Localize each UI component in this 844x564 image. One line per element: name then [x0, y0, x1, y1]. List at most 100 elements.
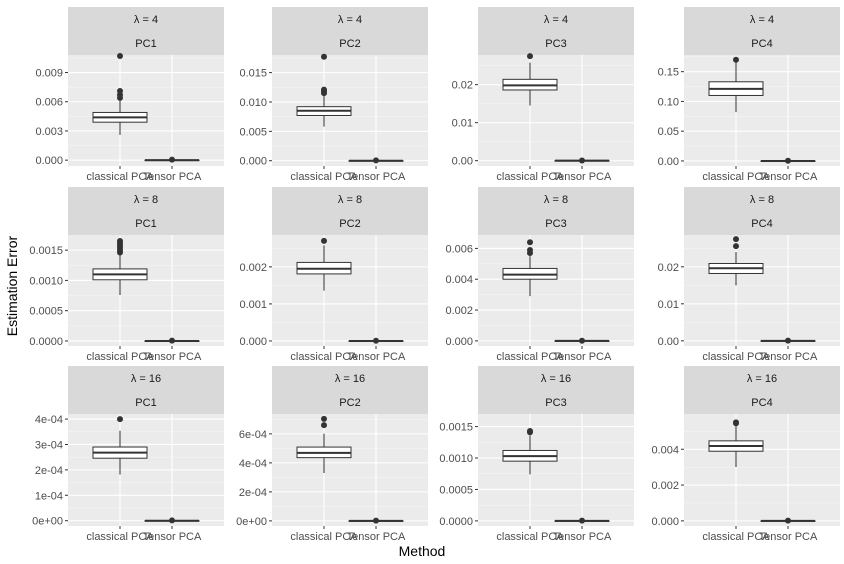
strip-lambda [272, 7, 428, 31]
strip-pc [684, 31, 840, 55]
strip-pc-label: PC1 [135, 397, 156, 409]
outlier-point [321, 237, 327, 244]
y-tick-label: 0.000 [239, 156, 267, 168]
outlier-point [579, 157, 585, 164]
x-tick-label: Tensor PCA [347, 171, 406, 183]
x-tick-label: classical PCA [702, 531, 770, 543]
box-classical-pca [296, 237, 352, 291]
x-tick-label: Tensor PCA [143, 351, 202, 363]
x-tick-label: Tensor PCA [759, 171, 818, 183]
strip-pc-label: PC4 [751, 218, 772, 230]
outlier-point [321, 415, 327, 422]
y-tick-label: 0.01 [452, 118, 473, 130]
x-tick-label: classical PCA [290, 531, 358, 543]
y-tick-label: 0.015 [239, 68, 267, 80]
x-tick-label: Tensor PCA [553, 531, 612, 543]
x-tick-label: Tensor PCA [143, 171, 202, 183]
y-tick-label: 0.002 [445, 305, 473, 317]
x-axis-title: Method [398, 543, 446, 559]
box-tensor-pca [144, 156, 200, 163]
panel-background [272, 235, 428, 346]
y-tick-label: 0.15 [658, 67, 679, 79]
y-tick-label: 0.05 [658, 126, 679, 138]
panel-background [684, 55, 840, 166]
outlier-point [733, 56, 739, 63]
x-tick-label: Tensor PCA [347, 531, 406, 543]
y-tick-label: 0.0010 [439, 453, 473, 465]
strip-lambda [684, 366, 840, 390]
x-tick-label: classical PCA [290, 171, 358, 183]
outlier-point [321, 86, 327, 93]
y-tick-label: 0.00 [658, 336, 679, 348]
strip-lambda-label: λ = 16 [541, 373, 571, 385]
facet-panel: λ = 8 PC2 0.000 0.001 0.002 classical PCATens… [239, 187, 428, 363]
box-classical-pca [92, 52, 148, 135]
box-tensor-pca [760, 157, 816, 164]
strip-lambda-label: λ = 8 [544, 194, 568, 206]
outlier-point [733, 236, 739, 243]
box-classical-pca [502, 53, 558, 106]
box-tensor-pca [348, 337, 404, 344]
y-tick-label: 2e-04 [35, 465, 63, 477]
x-tick-label: Tensor PCA [553, 351, 612, 363]
strip-lambda [684, 187, 840, 211]
x-tick-label: classical PCA [496, 531, 564, 543]
strip-lambda-label: λ = 16 [747, 373, 777, 385]
panel-background [684, 414, 840, 526]
outlier-point [321, 422, 327, 429]
y-tick-label: 0.0015 [439, 422, 473, 434]
y-tick-label: 0.01 [658, 299, 679, 311]
y-tick-label: 0.02 [452, 80, 473, 92]
strip-pc [684, 211, 840, 235]
y-axis-title: Estimation Error [4, 235, 20, 337]
y-tick-label: 0.010 [239, 97, 267, 109]
y-tick-label: 0.000 [445, 336, 473, 348]
facet-panel: λ = 16 PC4 0.000 0.002 0.004 classical PCATen… [651, 366, 840, 543]
strip-pc [478, 31, 634, 55]
box-tensor-pca [348, 157, 404, 164]
box-tensor-pca [348, 517, 404, 524]
facet-panel: λ = 16 PC2 0e+00 2e-04 4e-04 6e-04 classical P… [236, 366, 428, 543]
outlier-point [527, 246, 533, 253]
y-tick-label: 0.002 [651, 480, 679, 492]
strip-lambda-label: λ = 4 [750, 14, 774, 26]
y-tick-label: 3e-04 [35, 439, 63, 451]
y-tick-label: 0.002 [239, 262, 267, 274]
facet-panel: λ = 8 PC3 0.000 0.002 0.004 0.006 classical PC… [445, 187, 634, 363]
strip-lambda-label: λ = 8 [338, 194, 362, 206]
x-tick-label: classical PCA [702, 351, 770, 363]
box-classical-pca [708, 56, 764, 113]
strip-pc-label: PC4 [751, 397, 772, 409]
strip-pc-label: PC2 [339, 397, 360, 409]
x-tick-label: classical PCA [86, 171, 154, 183]
outlier-point [169, 337, 175, 344]
panel-background [68, 235, 224, 346]
strip-lambda-label: λ = 8 [750, 194, 774, 206]
outlier-point [169, 517, 175, 524]
panel-background [68, 55, 224, 166]
panel-background [478, 55, 634, 166]
strip-lambda [478, 187, 634, 211]
outlier-point [785, 337, 791, 344]
strip-lambda [478, 7, 634, 31]
y-tick-label: 0.00 [452, 156, 473, 168]
y-tick-label: 0.001 [239, 299, 267, 311]
box-tensor-pca [554, 517, 610, 524]
box-classical-pca [92, 238, 148, 295]
facet-panel: λ = 16 PC3 0.0000 0.0005 0.0010 0.0015 classic… [439, 366, 634, 543]
box-tensor-pca [760, 337, 816, 344]
outlier-point [373, 157, 379, 164]
strip-lambda [684, 7, 840, 31]
facet-panel: λ = 8 PC1 0.0000 0.0005 0.0010 0.0015 classica… [29, 187, 224, 363]
strip-lambda-label: λ = 4 [544, 14, 568, 26]
y-tick-label: 0.02 [658, 262, 679, 274]
outlier-point [579, 337, 585, 344]
strip-pc-label: PC2 [339, 218, 360, 230]
strip-pc-label: PC4 [751, 38, 772, 50]
strip-lambda-label: λ = 16 [131, 373, 161, 385]
x-tick-label: Tensor PCA [143, 531, 202, 543]
y-tick-label: 0.0010 [29, 275, 63, 287]
y-tick-label: 0.009 [35, 68, 63, 80]
